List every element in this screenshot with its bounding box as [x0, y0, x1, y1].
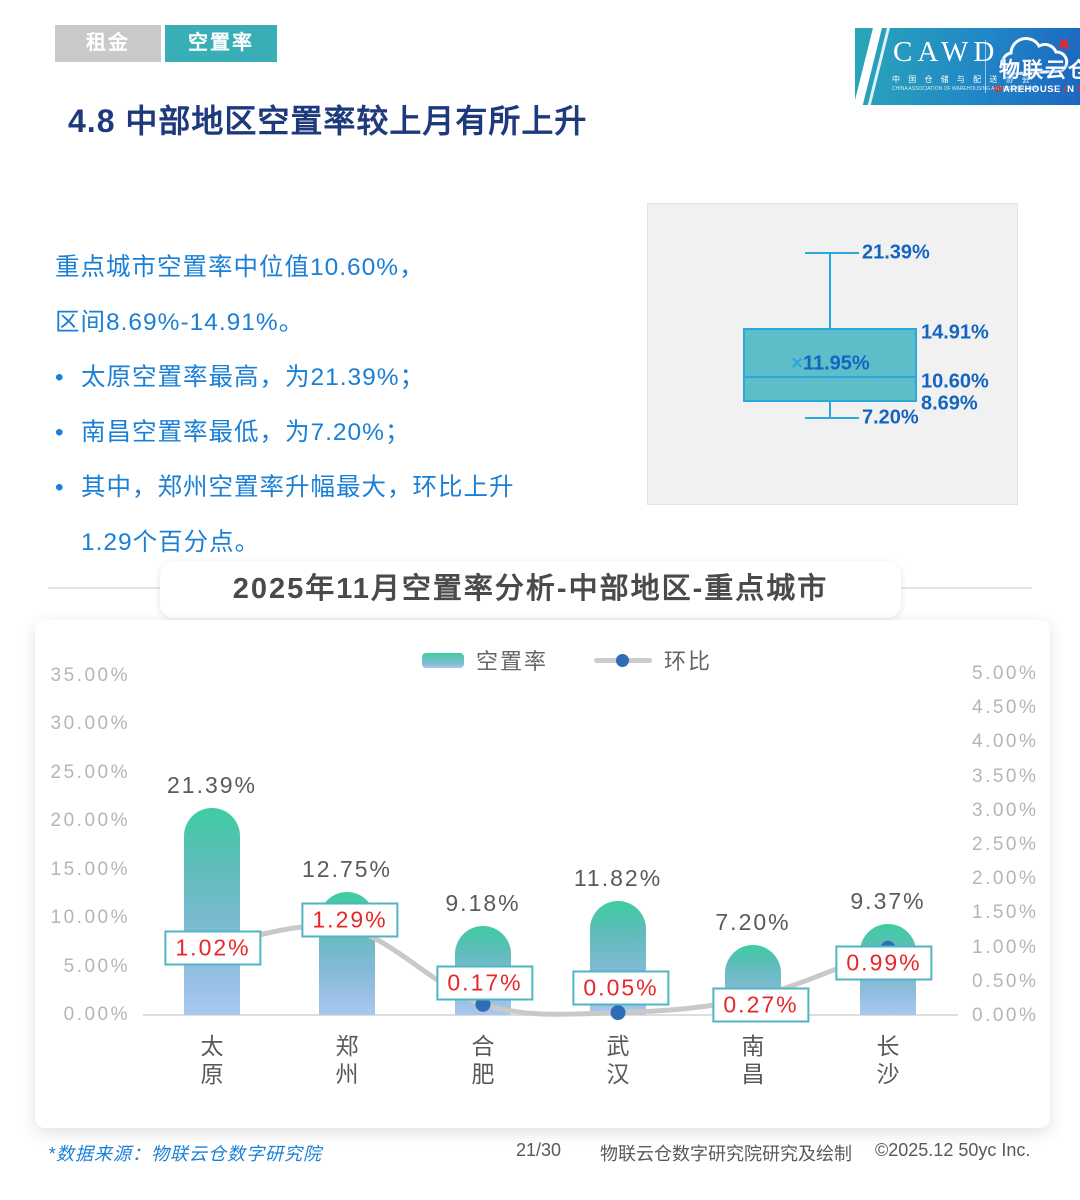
tab-rent[interactable]: 租金: [55, 25, 161, 62]
x-axis-label: 郑 州: [335, 1033, 359, 1087]
tab-vacancy-rate[interactable]: 空置率: [165, 25, 277, 62]
left-axis-tick: 0.00%: [63, 1004, 130, 1025]
boxplot-max-label: 21.39%: [862, 241, 930, 264]
mom-value-label: 0.27%: [712, 987, 810, 1023]
right-axis-tick: 5.00%: [972, 663, 1039, 684]
boxplot-q3-label: 14.91%: [921, 321, 989, 344]
summary-line: 重点城市空置率中位值10.60%，: [55, 254, 425, 281]
bar-value-label: 9.18%: [445, 890, 521, 917]
mom-value-label: 0.99%: [835, 945, 933, 981]
mom-value-label: 0.17%: [436, 965, 534, 1001]
line-point: [475, 996, 491, 1012]
boxplot-median-label: 10.60%: [921, 370, 989, 393]
cawd-english-name: CHINA ASSOCIATION OF WAREHOUSING AND DIS…: [892, 86, 1039, 92]
boxplot-bottom-whisker: [829, 402, 831, 418]
mom-value-label: 1.02%: [164, 930, 262, 966]
mom-value-label: 1.29%: [301, 902, 399, 938]
page-title: 4.8 中部地区空置率较上月有所上升: [68, 103, 588, 139]
boxplot-median-line: [745, 376, 915, 378]
bar-value-label: 12.75%: [301, 855, 393, 882]
bar-series-swatch: [422, 652, 464, 668]
mean-value: 11.95%: [802, 352, 870, 375]
chart-legend: 空置率 环比: [422, 644, 712, 676]
bar-value-label: 11.82%: [573, 864, 663, 891]
bullet-dot: •: [55, 364, 65, 391]
bar-value-label: 9.37%: [850, 888, 926, 915]
left-axis-tick: 5.00%: [63, 955, 130, 977]
summary-line: 区间8.69%-14.91%。: [55, 309, 305, 336]
bullet-dot: •: [55, 419, 65, 446]
x-axis-label: 南 昌: [741, 1033, 765, 1087]
mom-value-label: 0.05%: [572, 970, 670, 1006]
logo-divider: [985, 40, 986, 93]
legend-label: 空置率: [476, 649, 549, 674]
boxplot-top-whisker-cap: [805, 252, 859, 254]
chart-title: 2025年11月空置率分析-中部地区-重点城市: [160, 561, 901, 618]
cawd-chinese-name: 中 国 仓 储 与 配 送 协 会: [892, 75, 1033, 84]
line-point: [610, 1005, 626, 1021]
boxplot-q1-label: 8.69%: [921, 392, 978, 415]
legend-item-mom: 环比: [594, 644, 712, 676]
mean-x-marker: ×: [791, 352, 803, 375]
bullet-text: 太原空置率最高，为21.39%；: [81, 364, 426, 391]
wic-wordmark: 物联云仓: [999, 59, 1080, 82]
right-axis-tick: 0.00%: [972, 1005, 1039, 1026]
page-number: 21/30: [516, 1140, 562, 1160]
line-series-swatch: [594, 653, 653, 667]
cloud-icon: [1000, 36, 1069, 76]
line-dot-swatch: [616, 653, 630, 667]
bar-value-label: 7.20%: [715, 909, 791, 936]
right-axis-tick: 4.00%: [972, 731, 1039, 753]
x-axis-label: 长 沙: [876, 1033, 900, 1087]
x-axis-label: 合 肥: [471, 1033, 495, 1087]
data-source-note: *数据来源：物联云仓数字研究院: [48, 1144, 323, 1164]
left-axis-tick: 35.00%: [50, 664, 130, 686]
right-axis-tick: 1.00%: [972, 936, 1039, 958]
right-axis-tick: 3.00%: [972, 799, 1039, 821]
boxplot-top-whisker: [829, 252, 831, 330]
right-axis-tick: 3.50%: [972, 765, 1039, 787]
right-axis-tick: 2.00%: [972, 868, 1039, 890]
copyright: ©2025.12 50yc Inc.: [875, 1140, 1031, 1160]
boxplot-mean-label: ×11.95%: [758, 353, 903, 376]
summary-bullet: • 太原空置率最高，为21.39%；: [55, 350, 640, 405]
left-axis-tick: 30.00%: [50, 713, 130, 735]
x-axis-label: 太 原: [200, 1033, 224, 1087]
wic-english-name: WAREHOUSE IN CLOUD: [994, 84, 1080, 95]
summary-bullet: • 南昌空置率最低，为7.20%；: [55, 405, 640, 460]
bullet-dot: •: [55, 474, 65, 501]
left-axis-tick: 20.00%: [50, 810, 130, 832]
right-axis-tick: 2.50%: [972, 834, 1039, 855]
brand-logo: CAWD 中 国 仓 储 与 配 送 协 会 CHINA ASSOCIATION…: [855, 28, 1080, 105]
bar-太原: [184, 807, 240, 1015]
left-axis-tick: 15.00%: [50, 858, 130, 880]
boxplot-min-label: 7.20%: [862, 406, 919, 429]
credit-note: 物联云仓数字研究院研究及绘制: [600, 1144, 852, 1164]
x-axis-label: 武 汉: [606, 1033, 630, 1087]
bar-value-label: 21.39%: [166, 771, 258, 798]
legend-item-vacancy: 空置率: [422, 644, 548, 676]
bullet-text: 其中，郑州空置率升幅最大，环比上升 1.29个百分点。: [81, 474, 515, 556]
summary-bullet: • 其中，郑州空置率升幅最大，环比上升 1.29个百分点。: [55, 460, 640, 570]
right-axis-tick: 0.50%: [972, 970, 1039, 992]
right-axis-tick: 4.50%: [972, 697, 1039, 719]
boxplot-bottom-whisker-cap: [805, 417, 859, 419]
bullet-text: 南昌空置率最低，为7.20%；: [81, 419, 411, 446]
summary-block: 重点城市空置率中位值10.60%， 区间8.69%-14.91%。 • 太原空置…: [55, 240, 640, 570]
boxplot-panel: 21.39% 14.91% ×11.95% 10.60% 8.69% 7.20%: [647, 203, 1018, 505]
boxplot-box: [743, 328, 917, 402]
cawd-wordmark: CAWD: [893, 36, 1000, 68]
right-axis-tick: 1.50%: [972, 902, 1039, 924]
legend-label: 环比: [664, 649, 713, 674]
left-axis-tick: 10.00%: [50, 907, 130, 929]
left-axis-tick: 25.00%: [50, 761, 130, 783]
